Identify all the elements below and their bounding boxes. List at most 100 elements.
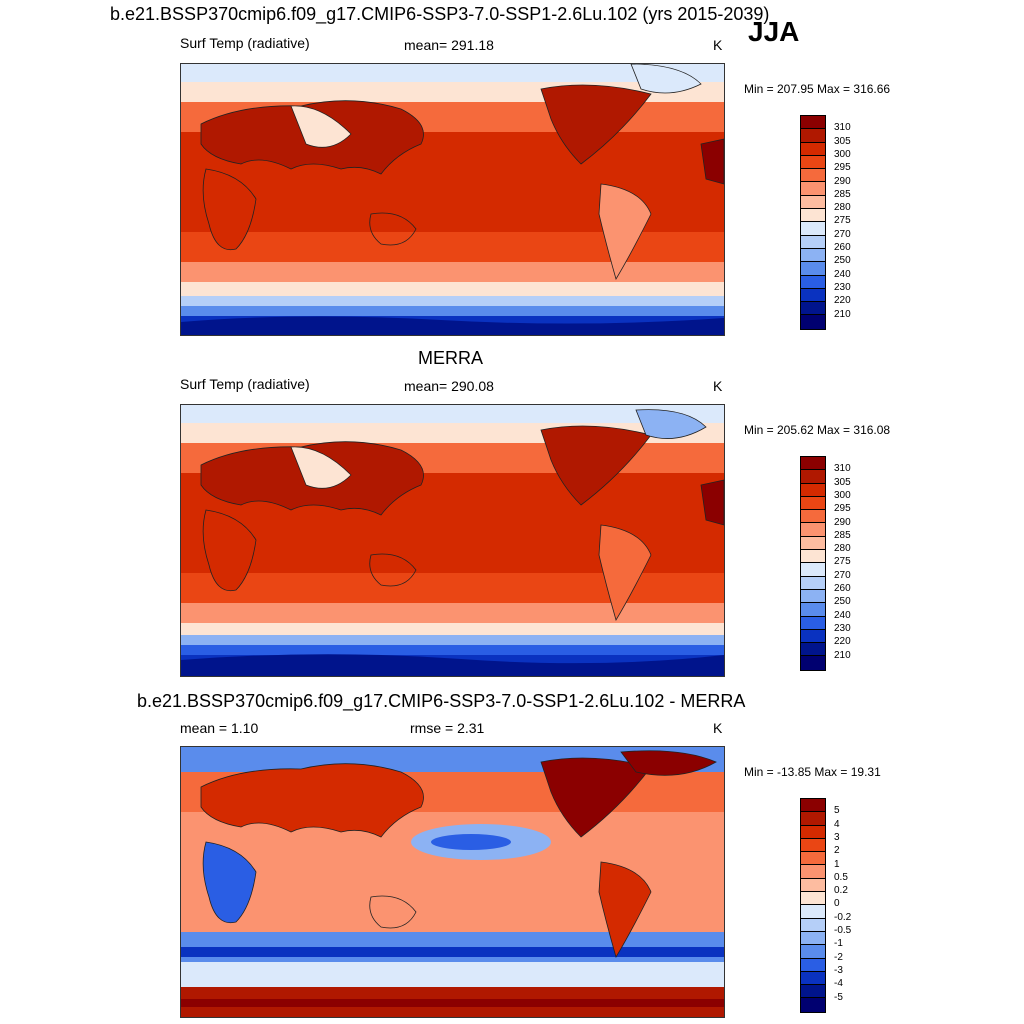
panel2-colorbar-tick-label: 280	[834, 543, 851, 555]
panel1-colorbar-swatch	[801, 142, 825, 156]
panel3-colorbar-swatch	[801, 892, 825, 906]
panel1-units-label: K	[713, 37, 723, 53]
panel1-mean-label: mean= 291.18	[404, 37, 494, 53]
panel1-colorbar-tick-label: 305	[834, 135, 851, 147]
panel2-colorbar-swatch	[801, 616, 825, 630]
panel3-colorbar-tick-label: -5	[834, 991, 843, 1003]
panel2-colorbar-tick-label: 260	[834, 583, 851, 594]
panel2-colorbar-tick-label: 240	[834, 609, 851, 621]
panel3-colorbar-tick-label: -2	[834, 951, 843, 963]
panel1-colorbar-swatch	[801, 248, 825, 263]
panel2-colorbar-swatch	[801, 510, 825, 524]
panel3-colorbar-swatch	[801, 958, 825, 972]
panel2-colorbar-tick-label: 285	[834, 529, 851, 541]
panel1-colorbar-tick-label: 220	[834, 295, 851, 307]
panel1-colorbar-swatch	[801, 288, 825, 303]
panel3-colorbar-tick-label: 0.2	[834, 885, 848, 897]
panel2-colorbar-swatch	[801, 643, 825, 657]
panel1-colorbar-swatch	[801, 235, 825, 249]
panel3-colorbar-tick-label: -0.5	[834, 925, 852, 936]
panel1-minmax: Min = 207.95 Max = 316.66	[744, 82, 891, 96]
panel2-colorbar-swatch	[801, 563, 825, 577]
panel1-colorbar-tick-label: 240	[834, 268, 851, 280]
panel2-colorbar-tick-label: 275	[834, 556, 851, 568]
panel3-colorbar-tick-label: -4	[834, 978, 843, 990]
panel1-colorbar-tick-label: 280	[834, 202, 851, 214]
panel1-colorbar-swatch	[801, 129, 825, 143]
panel1-colorbar-tick-label: 275	[834, 215, 851, 227]
panel1-colorbar-swatch	[801, 116, 825, 130]
panel2-colorbar-swatch	[801, 523, 825, 537]
panel3-units-label: K	[713, 720, 723, 736]
panel3-colorbar-tick-label: 0.5	[834, 871, 848, 883]
panel1-colorbar-tick-label: 285	[834, 188, 851, 200]
panel2-colorbar-swatch	[801, 470, 825, 484]
panel2-minmax: Min = 205.62 Max = 316.08	[744, 423, 891, 437]
panel3-map	[180, 746, 725, 1018]
panel1-colorbar-tick-label: 250	[834, 255, 851, 267]
panel1-colorbar-tick-label: 310	[834, 122, 851, 134]
panel1-colorbar-swatch	[801, 155, 825, 170]
panel2-colorbar-tick-label: 290	[834, 516, 851, 528]
panel2-colorbar-swatch	[801, 656, 825, 670]
panel3-mean-label: mean = 1.10	[180, 720, 259, 736]
panel3-minmax: Min = -13.85 Max = 19.31	[744, 765, 881, 779]
panel1-colorbar-swatch	[801, 262, 825, 276]
panel3-colorbar-tick-label: 5	[834, 805, 840, 817]
panel1-colorbar-swatch	[801, 169, 825, 183]
panel2-colorbar-swatch	[801, 550, 825, 564]
panel2-title: MERRA	[418, 348, 484, 368]
panel3-colorbar-swatch	[801, 825, 825, 839]
panel3-colorbar-tick-label: -3	[834, 964, 843, 976]
panel3-colorbar-swatch	[801, 998, 825, 1012]
panel2-colorbar-tick-label: 250	[834, 596, 851, 608]
panel1-colorbar	[800, 115, 826, 330]
panel3-colorbar-tick-label: 0	[834, 898, 840, 910]
panel2-colorbar-swatch	[801, 483, 825, 497]
panel1-variable-label: Surf Temp (radiative)	[180, 35, 310, 51]
panel2-colorbar-swatch	[801, 457, 825, 471]
panel2-colorbar-swatch	[801, 589, 825, 604]
panel1-map	[180, 63, 725, 336]
panel2-colorbar-tick-label: 300	[834, 489, 851, 501]
figure-title: b.e21.BSSP370cmip6.f09_g17.CMIP6-SSP3-7.…	[110, 4, 770, 24]
panel3-colorbar-tick-label: 3	[834, 831, 840, 843]
panel2-colorbar-tick-label: 305	[834, 476, 851, 488]
panel3-colorbar-swatch	[801, 971, 825, 986]
panel2-colorbar-tick-label: 210	[834, 649, 851, 661]
panel3-colorbar-swatch	[801, 812, 825, 826]
panel2-map	[180, 404, 725, 677]
panel1-colorbar-tick-label: 295	[834, 162, 851, 174]
panel3-colorbar-tick-label: -0.2	[834, 911, 852, 923]
panel3-colorbar-tick-label: 4	[834, 818, 840, 830]
panel2-units-label: K	[713, 378, 723, 394]
panel3-colorbar-swatch	[801, 985, 825, 999]
panel2-variable-label: Surf Temp (radiative)	[180, 376, 310, 392]
panel3-colorbar-swatch	[801, 945, 825, 959]
panel2-colorbar-tick-label: 295	[834, 503, 851, 515]
panel2-colorbar-tick-label: 310	[834, 463, 851, 475]
panel1-colorbar-tick-label: 210	[834, 308, 851, 320]
panel3-rmse-label: rmse = 2.31	[410, 720, 485, 736]
panel1-colorbar-swatch	[801, 302, 825, 316]
panel1-colorbar-tick-label: 300	[834, 148, 851, 160]
panel1-colorbar-tick-label: 230	[834, 281, 851, 293]
season-label: JJA	[748, 16, 800, 47]
panel3-colorbar-swatch	[801, 865, 825, 879]
panel3-title: b.e21.BSSP370cmip6.f09_g17.CMIP6-SSP3-7.…	[137, 691, 746, 711]
panel3-colorbar-swatch	[801, 799, 825, 813]
panel3-colorbar-swatch	[801, 852, 825, 866]
panel2-colorbar-swatch	[801, 496, 825, 511]
panel1-colorbar-swatch	[801, 182, 825, 196]
panel1-colorbar-tick-label: 260	[834, 242, 851, 253]
panel3-colorbar-swatch	[801, 931, 825, 946]
panel3-colorbar-tick-label: -1	[834, 938, 843, 950]
panel2-colorbar-tick-label: 220	[834, 636, 851, 648]
panel2-colorbar-swatch	[801, 576, 825, 590]
panel3-colorbar-swatch	[801, 918, 825, 932]
panel2-colorbar-swatch	[801, 603, 825, 617]
panel3-colorbar-tick-label: 1	[834, 858, 840, 870]
panel3-colorbar	[800, 798, 826, 1013]
panel1-colorbar-swatch	[801, 195, 825, 210]
panel2-colorbar-tick-label: 230	[834, 622, 851, 634]
